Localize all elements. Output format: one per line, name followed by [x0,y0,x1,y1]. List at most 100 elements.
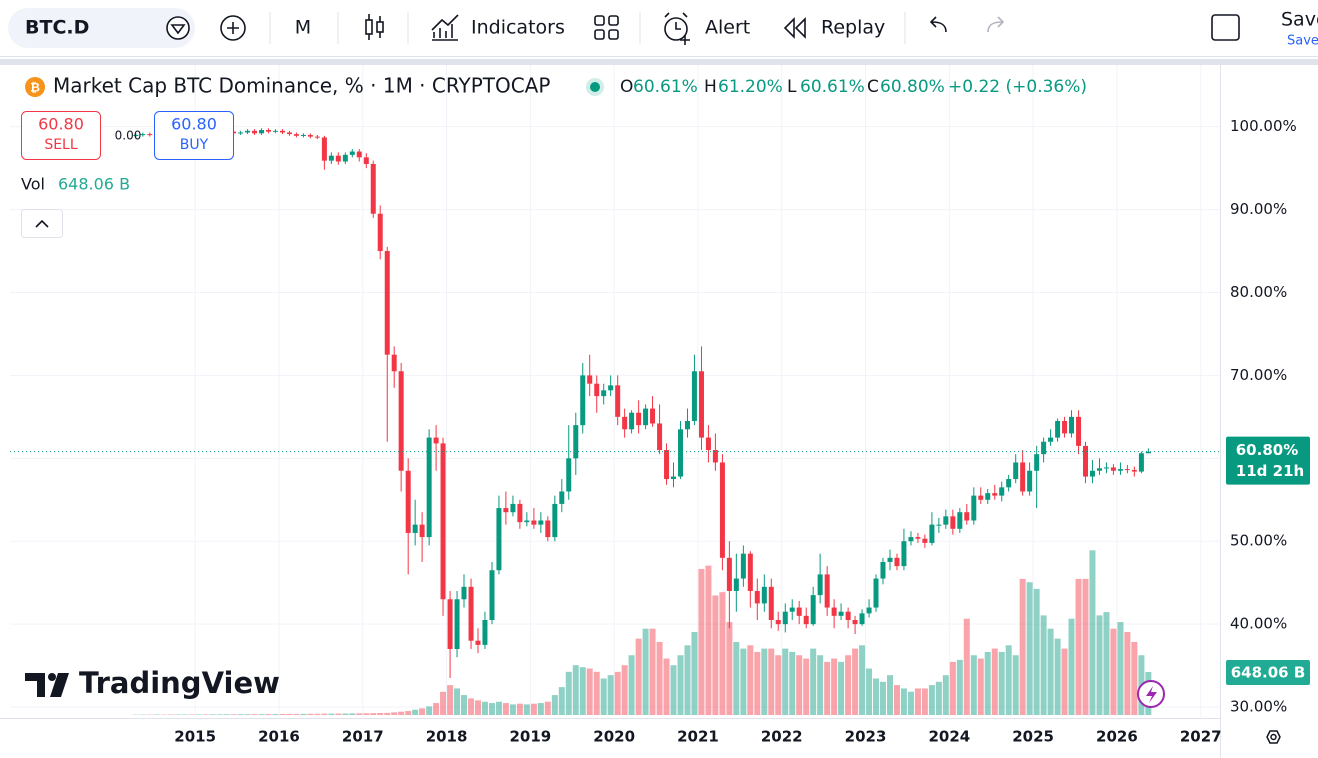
symbol-icon[interactable] [166,16,190,40]
candle-body [719,462,725,558]
redo-button[interactable] [987,16,1005,33]
candle-body [1076,416,1082,446]
candle-body [922,538,928,543]
volume-bar [488,703,495,715]
volume-legend-label: Vol [21,175,45,194]
volume-bar [579,667,586,715]
candle-body [1027,470,1033,492]
volume-bar [754,651,761,715]
undo-button[interactable] [929,16,947,33]
volume-bar [1103,612,1110,715]
candle-body [943,516,949,525]
volume-bar [1033,588,1040,715]
save-sub[interactable]: Save [1287,34,1318,49]
buy-button[interactable] [154,111,234,160]
candle-body [664,450,670,480]
candle-body [957,512,963,529]
candle-body [147,134,153,136]
volume-bar [614,671,621,715]
candle-body [747,553,753,591]
volume-bar [384,712,391,715]
candle-body [510,503,516,513]
volume-bar [824,661,831,715]
candle-body [517,503,523,523]
candle-body [1083,445,1089,477]
indicators-button[interactable]: Indicators [471,17,565,39]
volume-bar [1124,632,1131,715]
candle-body [615,385,621,417]
candle-body [817,574,823,596]
alert-button[interactable]: Alert [705,17,750,39]
axes: 30.00%40.00%50.00%60.00%70.00%80.00%90.0… [10,117,1310,746]
chart-type-button[interactable] [365,14,384,40]
volume-bar [859,645,866,715]
indicators-icon[interactable] [431,14,459,41]
ohlc-label: H [704,77,717,97]
collapse-button[interactable] [21,209,63,238]
candle-body [566,458,572,492]
volume-bar [803,658,810,715]
spread: 0.00 [115,129,142,143]
volume-bar [698,568,705,715]
x-tick-label: 2020 [593,728,635,746]
grid [10,65,1220,717]
volume-bar [1054,638,1061,715]
watermark: TradingView [79,666,280,700]
settings-button[interactable] [1266,730,1281,744]
candle-body [545,520,551,538]
candle-body [901,541,907,567]
candle-body [426,437,432,538]
sell-price[interactable]: 60.80 [38,115,84,134]
candle-body [852,619,858,625]
candle-body [342,154,348,162]
x-tick-label: 2027 [1180,728,1222,746]
y-tick-label: 100.00% [1230,117,1297,135]
volume-bar [907,691,914,715]
volume-bar [230,714,237,715]
volume-bar [963,618,970,715]
volume-bar [377,713,384,715]
interval[interactable]: M [295,17,311,39]
volume-bar [810,648,817,715]
candle-body [698,371,704,438]
candle-body [657,423,663,451]
volume-bar [286,713,293,715]
volume-bar [789,651,796,715]
candle-body [782,611,788,625]
symbol-icon-shape [170,24,186,35]
alert-icon[interactable] [664,12,690,45]
volume-bar [251,714,258,715]
layouts-button[interactable] [594,15,619,40]
candle-body [398,371,404,471]
buy-label[interactable]: BUY [180,137,209,153]
x-tick-label: 2018 [426,728,468,746]
sell-button[interactable] [21,111,101,160]
candle-body [405,470,411,533]
symbol-search[interactable] [8,8,195,48]
volume-bar [328,713,335,715]
ohlc-value: 60.80% [880,77,945,97]
sell-label[interactable]: SELL [44,137,78,153]
candle-body [985,493,991,500]
candle-body [468,586,474,641]
volume-legend-value: 648.06 B [58,175,130,194]
candle-body [1131,469,1137,472]
buy-price[interactable]: 60.80 [171,115,217,134]
candle-body [503,508,509,513]
volume-bar [454,688,461,715]
candle-body [454,599,460,650]
symbol[interactable]: BTC.D [25,17,89,39]
layout-box[interactable] [1211,14,1240,41]
replay-icon[interactable] [783,17,806,39]
candle-body [293,134,299,136]
volume-bar [572,665,579,715]
add-symbol[interactable] [220,15,246,41]
replay-button[interactable]: Replay [821,17,885,39]
volume-bar [419,708,426,715]
candle-body [873,578,879,608]
volume-bar [887,675,894,715]
candle-body [887,557,893,562]
volume-bar [558,687,565,715]
volume-bar [852,648,859,715]
save-button[interactable]: Save [1281,9,1318,31]
